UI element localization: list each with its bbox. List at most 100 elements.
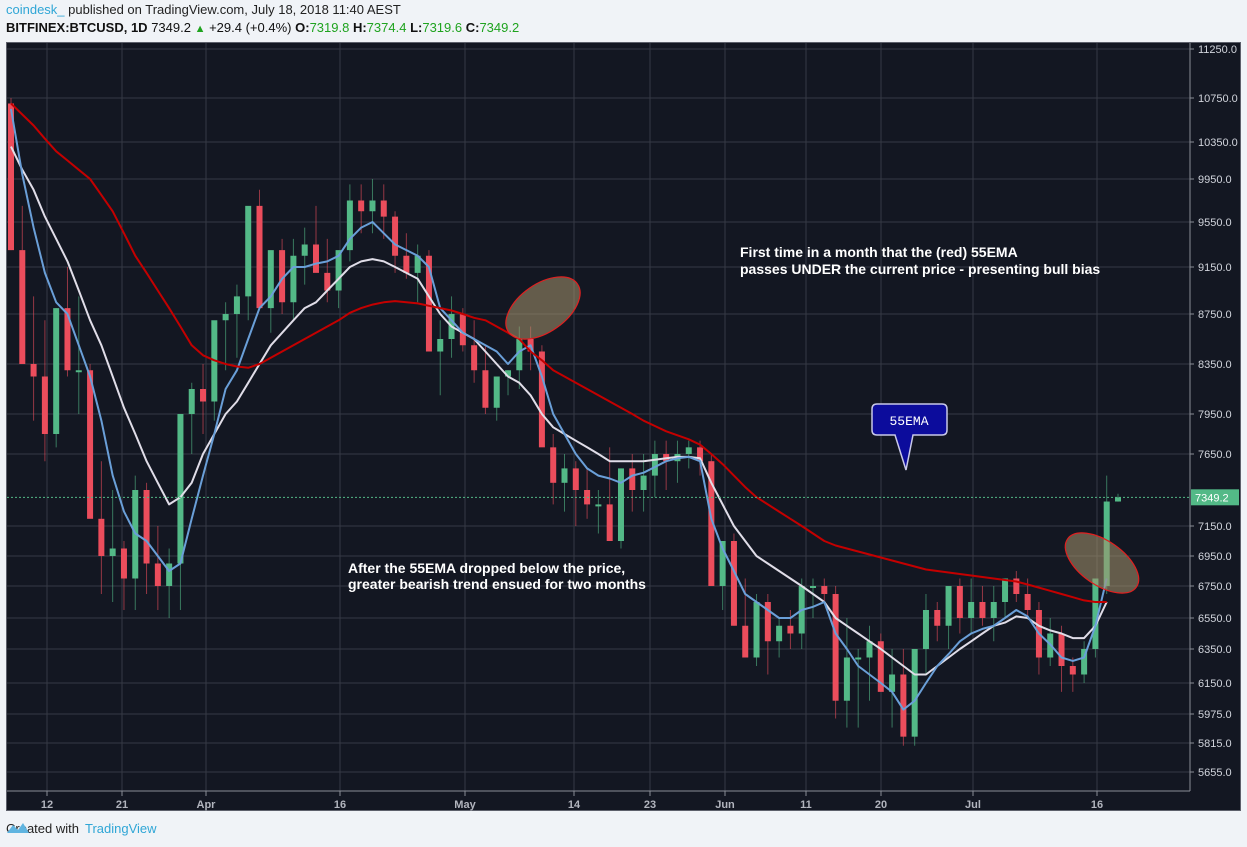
x-tick-label: 12: [41, 799, 53, 811]
candle-body: [968, 602, 975, 618]
candle-body: [425, 255, 432, 352]
candle-body: [730, 541, 737, 626]
annotation-bear-line1: After the 55EMA dropped below the price,: [348, 560, 625, 576]
candle-body: [143, 490, 150, 564]
candle-body: [87, 370, 94, 519]
candle-body: [346, 200, 353, 251]
candle-body: [945, 586, 952, 626]
candle-body: [708, 461, 715, 586]
x-tick-label: Jun: [715, 799, 735, 811]
x-tick-label: Apr: [197, 799, 217, 811]
candle-body: [640, 475, 647, 490]
ema-fast-line: [10, 108, 1108, 711]
candle-body: [956, 586, 963, 618]
x-tick-label: 20: [875, 799, 887, 811]
highlight-ellipse-jul: [1064, 532, 1140, 594]
candle-body: [75, 370, 82, 373]
candle-body: [516, 339, 523, 371]
ema-mid-line: [10, 146, 1108, 676]
x-tick-label: Jul: [965, 799, 981, 811]
candle-body: [188, 389, 195, 414]
y-tick-label: 7650.0: [1198, 449, 1232, 461]
candle-body: [1092, 578, 1099, 649]
x-tick-label: 14: [568, 799, 581, 811]
candle-body: [843, 657, 850, 701]
y-tick-label: 9950.0: [1198, 174, 1232, 186]
candle-body: [41, 376, 48, 434]
x-tick-label: 23: [644, 799, 656, 811]
candle-body: [98, 518, 105, 556]
candle-body: [810, 586, 817, 588]
y-tick-label: 11250.0: [1198, 44, 1237, 56]
close-value: 7349.2: [479, 20, 520, 35]
highlight-ellipse-may: [505, 276, 581, 340]
annotation-bull-line1: First time in a month that the (red) 55E…: [740, 244, 1018, 260]
symbol-label: BITFINEX:BTCUSD, 1D: [6, 20, 148, 35]
y-tick-label: 5975.0: [1198, 709, 1232, 721]
candle-body: [764, 602, 771, 642]
candle-body: [482, 370, 489, 408]
candle-body: [312, 244, 319, 273]
candle-body: [1069, 666, 1076, 675]
candle-body: [403, 255, 410, 273]
author-link[interactable]: coindesk_: [6, 2, 65, 17]
candle-body: [561, 468, 568, 483]
candle-body: [324, 272, 331, 291]
publish-text: published on TradingView.com, July 18, 2…: [64, 2, 401, 17]
candle-body: [855, 657, 862, 660]
candle-body: [877, 641, 884, 692]
candle-body: [301, 244, 308, 256]
candle-body: [166, 563, 173, 586]
last-price: 7349.2: [151, 20, 191, 35]
candle-body: [245, 205, 252, 297]
candle-body: [177, 414, 184, 564]
candle-body: [154, 563, 161, 586]
y-tick-label: 6350.0: [1198, 644, 1232, 656]
candle-body: [617, 468, 624, 541]
high-value: 7374.4: [366, 20, 407, 35]
y-tick-label: 8750.0: [1198, 309, 1232, 321]
candle-body: [256, 205, 263, 309]
candle-body: [922, 610, 929, 649]
candle-body: [200, 389, 207, 402]
candlestick-chart[interactable]: 12 21 Apr 16 May 14 23 Jun 11 20 Jul 16 11250.0 10750…: [7, 43, 1242, 812]
y-tick-label: 6950.0: [1198, 551, 1232, 563]
y-tick-label: 6150.0: [1198, 678, 1232, 690]
candle-body: [934, 610, 941, 626]
candle-body: [651, 454, 658, 476]
candle-body: [832, 594, 839, 701]
candle-body: [990, 602, 997, 618]
callout-55ema-label: 55EMA: [889, 414, 928, 429]
candle-body: [742, 625, 749, 658]
candle-body: [505, 370, 512, 377]
candle-body: [538, 351, 545, 448]
open-value: 7319.8: [309, 20, 350, 35]
candle-body: [821, 586, 828, 594]
tradingview-link[interactable]: TradingView: [84, 821, 157, 836]
tradingview-logo-icon: [7, 823, 29, 833]
candle-body: [437, 339, 444, 352]
high-label: H:: [352, 20, 367, 35]
low-value: 7319.6: [422, 20, 463, 35]
candle-body: [380, 200, 387, 217]
candle-body: [629, 468, 636, 490]
candle-body: [414, 255, 421, 273]
candle-body: [30, 364, 37, 377]
candle-body: [369, 200, 376, 212]
candle-body: [120, 548, 127, 579]
candle-body: [267, 250, 274, 309]
candle-body: [64, 308, 71, 371]
close-label: C:: [465, 20, 480, 35]
y-tick-label: 6750.0: [1198, 581, 1232, 593]
x-tick-label: May: [454, 799, 476, 811]
candle-body: [606, 504, 613, 541]
candle-body: [1058, 633, 1065, 666]
candle-body: [866, 641, 873, 658]
y-tick-label: 5815.0: [1198, 738, 1232, 750]
candle-body: [493, 376, 500, 408]
chart-panel[interactable]: 12 21 Apr 16 May 14 23 Jun 11 20 Jul 16 11250.0 10750…: [6, 42, 1241, 811]
candle-body: [53, 308, 60, 434]
candle-body: [459, 314, 466, 346]
candle-body: [279, 250, 286, 303]
y-tick-label: 5655.0: [1198, 767, 1232, 779]
